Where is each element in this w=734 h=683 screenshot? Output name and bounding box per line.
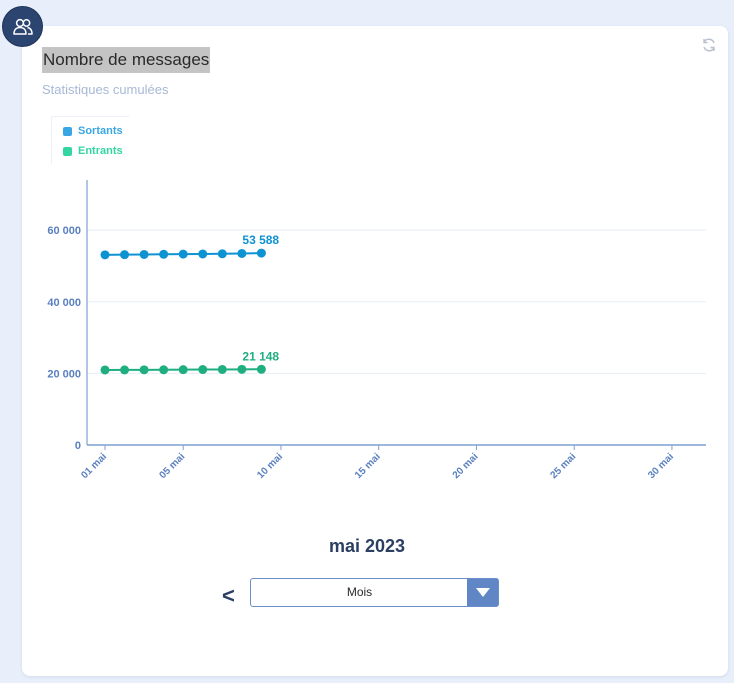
data-point [198,365,208,375]
y-tick-label: 20 000 [47,368,81,380]
prev-period-button[interactable]: < [222,583,235,608]
data-point [256,248,266,258]
stats-card [22,26,728,676]
legend-swatch-sortants [63,126,72,136]
period-label: mai 2023 [328,536,406,556]
refresh-button[interactable] [700,36,718,54]
period-select-toggle[interactable] [467,579,498,606]
x-tick-label: 05 mai [158,451,188,481]
data-point [178,249,188,259]
data-point [139,365,149,375]
caret-down-icon [475,588,490,597]
data-point [198,249,208,259]
data-point [217,364,227,374]
x-tick-label: 15 mai [353,451,383,481]
chart-legend: Sortants Entrants [51,116,129,164]
y-tick-label: 0 [75,440,81,452]
data-point [100,250,110,260]
y-tick-label: 60 000 [47,225,81,237]
data-point [237,364,247,374]
legend-label-sortants: Sortants [78,125,123,137]
data-point [139,249,149,259]
users-avatar[interactable] [2,6,43,47]
legend-item-entrants[interactable]: Entrants [63,145,123,157]
x-tick-label: 10 mai [255,451,285,481]
data-point [178,365,188,375]
data-point [256,364,266,374]
data-point [120,365,130,375]
x-tick-label: 20 mai [451,451,481,481]
line-chart: 0 20 000 40 000 60 000 01 mai 05 mai 10 mai 15 … [47,180,706,481]
data-point [159,249,169,259]
data-point [237,248,247,258]
data-point [159,365,169,375]
users-icon [12,18,33,35]
data-point [100,365,110,375]
chart-subtitle: Statistiques cumulées [42,82,169,97]
data-label-entrants: 21 148 [242,349,279,363]
chart-title: Nombre de messages [42,47,211,73]
refresh-icon [703,38,715,52]
period-select-value: Mois [346,585,373,599]
x-tick-label: 01 mai [79,451,109,481]
x-tick-label: 25 mai [549,451,579,481]
data-point [217,249,227,259]
legend-label-entrants: Entrants [78,145,123,157]
data-label-sortants: 53 588 [242,233,279,247]
legend-item-sortants[interactable]: Sortants [63,125,123,137]
period-select[interactable]: Mois [250,578,499,607]
data-point [120,250,130,260]
legend-swatch-entrants [63,146,72,156]
x-tick-label: 30 mai [646,451,676,481]
y-tick-label: 40 000 [47,297,81,309]
